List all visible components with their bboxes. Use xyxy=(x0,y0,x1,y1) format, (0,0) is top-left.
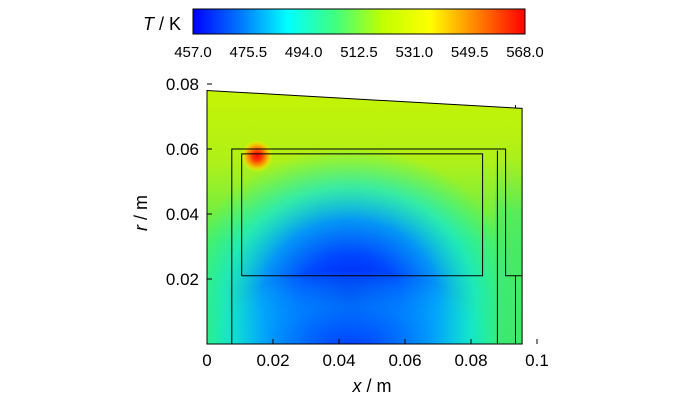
temperature-field xyxy=(207,90,523,344)
x-axis-label-variable: x xyxy=(352,376,363,396)
x-tick-label: 0.04 xyxy=(322,351,355,370)
field-cold-bottom xyxy=(207,90,523,344)
y-axis-label-variable: r xyxy=(131,224,151,231)
x-tick-label: 0.02 xyxy=(256,351,289,370)
domain-outline xyxy=(206,89,523,345)
geometry-lines xyxy=(206,89,523,345)
colorbar-tick-label: 475.5 xyxy=(230,44,268,61)
field-right-column xyxy=(495,140,523,344)
colorbar-tick-label: 531.0 xyxy=(396,44,434,61)
colorbar-label-unit: / K xyxy=(154,14,181,34)
colorbar-tick-label: 512.5 xyxy=(340,44,378,61)
axes: 0 0.02 0.04 0.06 0.08 0.1 0.02 0.04 0.06 0.08 x … xyxy=(131,75,549,396)
x-tick-label: 0.08 xyxy=(454,351,487,370)
y-axis-label-unit: / m xyxy=(131,195,151,225)
y-tick-label: 0.04 xyxy=(166,205,199,224)
y-axis-label: r / m xyxy=(131,195,151,231)
colorbar-bar xyxy=(192,8,526,35)
internal-boundary xyxy=(241,153,484,277)
colorbar-tick-label: 457.0 xyxy=(174,44,212,61)
colorbar-ticks: 457.0 475.5 494.0 512.5 531.0 549.5 568.0 xyxy=(174,44,544,61)
x-axis-ticks: 0 0.02 0.04 0.06 0.08 0.1 xyxy=(202,339,549,370)
internal-boundary xyxy=(231,148,523,344)
y-tick-label: 0.02 xyxy=(166,270,199,289)
x-axis-label-unit: / m xyxy=(362,376,392,396)
field-hot-spot xyxy=(230,130,290,190)
colorbar-label-variable: T xyxy=(143,14,156,34)
y-axis-ticks: 0.02 0.04 0.06 0.08 xyxy=(166,75,212,289)
colorbar-tick-label: 549.5 xyxy=(451,44,489,61)
colorbar-tick-label: 568.0 xyxy=(506,44,544,61)
x-tick-label: 0.06 xyxy=(388,351,421,370)
y-tick-label: 0.06 xyxy=(166,140,199,159)
x-tick-label: 0.1 xyxy=(525,351,549,370)
x-tick-label: 0 xyxy=(202,351,211,370)
colorbar-label: T / K xyxy=(143,14,181,34)
colorbar: T / K 457.0 475.5 494.0 512.5 531.0 549.5 568.… xyxy=(143,8,544,61)
y-tick-label: 0.08 xyxy=(166,75,199,94)
colorbar-tick-label: 494.0 xyxy=(285,44,323,61)
x-axis-label: x / m xyxy=(352,376,392,396)
